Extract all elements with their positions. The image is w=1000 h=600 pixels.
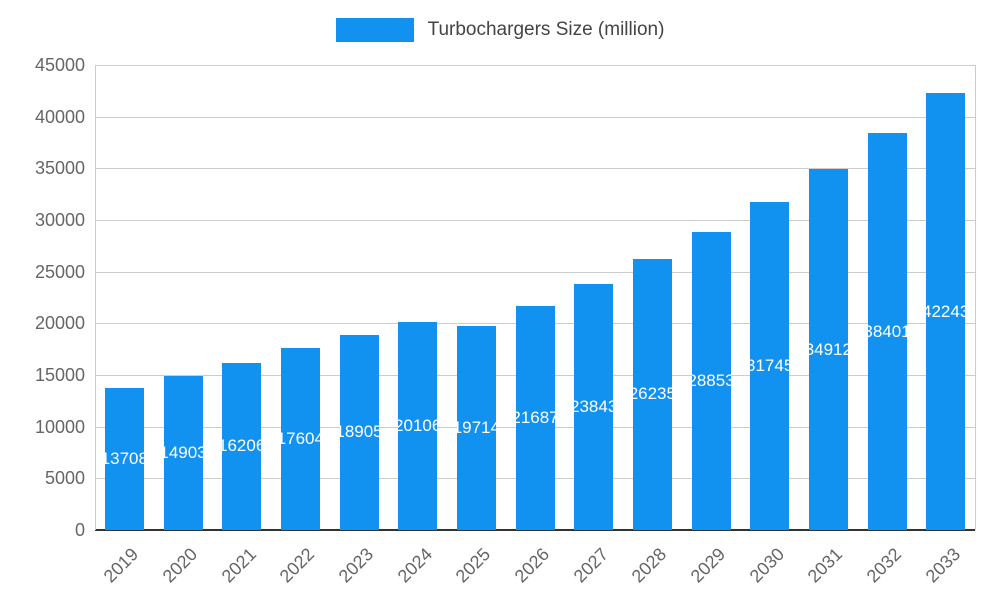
bar[interactable]: 14903 <box>163 376 203 530</box>
bar[interactable]: 38401 <box>867 133 907 530</box>
gridline <box>95 168 975 170</box>
bar[interactable]: 13708 <box>104 388 144 530</box>
bar-value-label: 20106 <box>398 416 438 436</box>
x-axis-baseline <box>95 529 975 531</box>
gridline <box>95 116 975 118</box>
x-axis-label: 2027 <box>569 544 612 587</box>
y-axis-tick-label: 35000 <box>34 158 85 179</box>
legend: Turbochargers Size (million) <box>0 18 1000 42</box>
x-axis-label: 2026 <box>510 544 554 587</box>
bar-value-label: 42243 <box>926 301 966 321</box>
bar[interactable]: 42243 <box>926 93 966 530</box>
x-axis-label: 2029 <box>686 544 730 587</box>
bar-value-label: 17604 <box>280 429 320 449</box>
bar-value-label: 14903 <box>163 442 203 462</box>
x-axis-label: 2023 <box>334 544 378 587</box>
legend-label: Turbochargers Size (million) <box>427 19 665 40</box>
gridline <box>95 220 975 221</box>
x-axis-label: 2031 <box>804 544 847 587</box>
bar[interactable]: 21687 <box>515 305 555 530</box>
bar[interactable]: 26235 <box>632 258 672 530</box>
bar[interactable]: 17604 <box>280 348 320 530</box>
x-axis-label: 2020 <box>158 544 202 587</box>
x-axis-label: 2021 <box>217 544 260 587</box>
bar-value-label: 16206 <box>222 436 262 456</box>
x-axis-label: 2033 <box>921 544 964 587</box>
bar[interactable]: 23843 <box>574 283 614 530</box>
bar[interactable]: 20106 <box>398 322 438 530</box>
bar[interactable]: 34912 <box>808 169 848 530</box>
x-axis-label: 2022 <box>276 544 319 587</box>
bar-value-label: 34912 <box>808 339 848 359</box>
x-axis-label: 2032 <box>862 544 906 587</box>
bar[interactable]: 28853 <box>691 231 731 530</box>
y-axis-tick-label: 30000 <box>34 210 85 230</box>
x-axis-label: 2030 <box>745 544 788 587</box>
y-axis-tick-label: 15000 <box>34 365 85 385</box>
y-axis-tick-label: 45000 <box>34 55 85 75</box>
x-axis-label: 2019 <box>100 544 143 587</box>
y-axis-tick-label: 0 <box>74 520 85 540</box>
y-axis-line <box>95 65 96 530</box>
gridline <box>95 271 975 273</box>
y-axis-tick-label: 40000 <box>34 106 85 127</box>
bar-value-label: 23843 <box>574 396 614 416</box>
x-axis-label: 2024 <box>393 544 436 587</box>
bar[interactable]: 19714 <box>456 326 496 530</box>
legend-swatch <box>335 18 414 42</box>
y-axis-tick-label: 5000 <box>44 468 85 489</box>
y-axis-tick-label: 20000 <box>34 313 85 334</box>
bar[interactable]: 16206 <box>222 362 262 530</box>
plot-right-edge-line <box>975 65 976 530</box>
x-axis-label: 2025 <box>452 544 495 587</box>
bar-value-label: 31745 <box>750 355 790 375</box>
bar-value-label: 13708 <box>104 449 144 469</box>
bar[interactable]: 18905 <box>339 334 379 530</box>
x-axis-label: 2028 <box>628 544 671 587</box>
bar[interactable]: 31745 <box>750 201 790 530</box>
bar-value-label: 38401 <box>867 321 907 341</box>
bar-value-label: 28853 <box>691 370 731 390</box>
y-axis-tick-label: 10000 <box>34 416 85 437</box>
bar-value-label: 18905 <box>339 422 379 442</box>
y-axis-tick-label: 25000 <box>34 261 85 282</box>
gridline <box>95 65 975 66</box>
bar-value-label: 21687 <box>515 407 555 427</box>
bar-value-label: 19714 <box>456 418 496 438</box>
bar-value-label: 26235 <box>632 384 672 404</box>
